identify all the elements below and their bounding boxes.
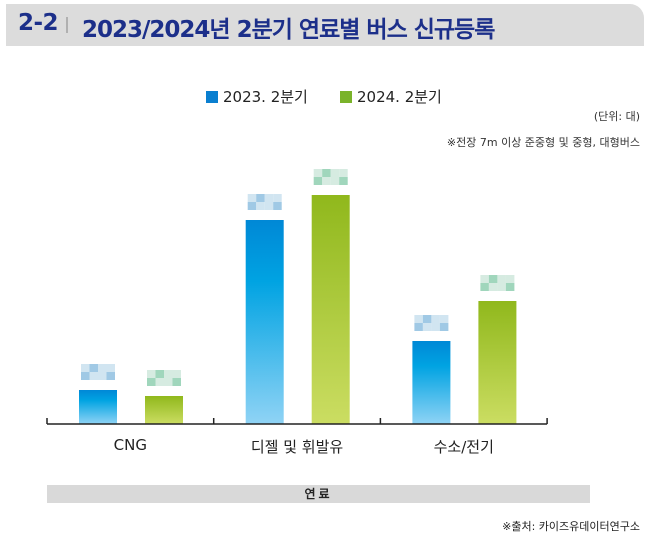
figure-number: 2-2 [18,10,59,36]
data-label-obscured [147,370,181,386]
bar-0-0 [79,390,117,424]
legend-label: 2024. 2분기 [357,88,442,106]
data-label-obscured [81,364,115,380]
bar-0-2 [412,341,451,424]
scope-note: ※전장 7m 이상 준중형 및 중형, 대형버스 [446,136,640,149]
bar-1-0 [145,396,183,424]
x-tick-label: 디젤 및 휘발유 [250,438,344,456]
legend-item-2023: 2023. 2분기 [206,86,308,107]
x-axis-title: 연료 [47,485,590,503]
data-label-obscured [313,169,348,185]
title-divider [66,17,68,33]
chart-title: 2023/2024년 2분기 연료별 버스 신규등록 [82,17,495,43]
title-bar: 2-2 2023/2024년 2분기 연료별 버스 신규등록 [6,4,644,46]
legend-item-2024: 2024. 2분기 [340,86,442,107]
legend-label: 2023. 2분기 [223,88,308,106]
data-label-obscured [414,315,449,331]
source-note: ※출처: 카이즈유데이터연구소 [502,520,640,533]
data-label-obscured [480,275,515,291]
x-tick-label: 수소/전기 [433,438,494,456]
x-axis [46,418,548,425]
unit-note: (단위: 대) [593,110,640,123]
legend-swatch-2024 [340,90,352,103]
bar-0-1 [245,220,284,424]
x-tick-label: CNG [113,436,148,454]
bar-1-1 [311,195,350,424]
bar-1-2 [478,301,517,424]
legend-swatch-2023 [206,90,218,103]
data-label-obscured [247,194,282,210]
